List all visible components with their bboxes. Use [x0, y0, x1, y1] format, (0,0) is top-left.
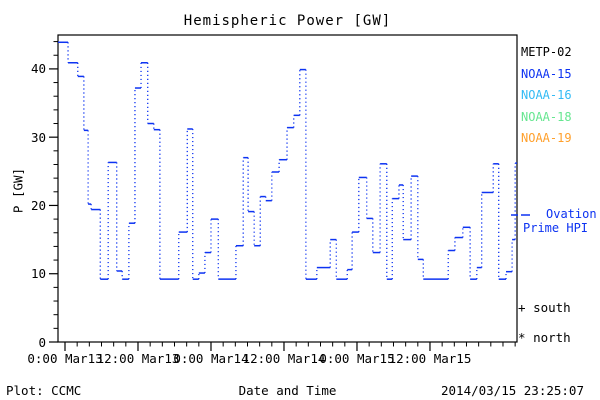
legend-marker-north-label: north — [533, 330, 571, 345]
plot-credit: Plot: CCMC — [6, 383, 82, 398]
legend-marker-south: + south — [518, 300, 571, 315]
x-tick-label: 12:00 Mar13 — [96, 351, 180, 366]
legend-item-metp-02: METP-02 — [521, 45, 572, 59]
x-tick-label: 12:00 Mar14 — [242, 351, 326, 366]
y-tick-label: 30 — [30, 129, 46, 145]
x-tick-label: 0:00 Mar13 — [27, 351, 103, 366]
plot-timestamp: 2014/03/15 23:25:07 — [441, 383, 584, 398]
y-tick-label: 0 — [38, 334, 46, 350]
legend-item-noaa-16: NOAA-16 — [521, 88, 572, 102]
legend-marker-north: * north — [518, 330, 571, 345]
legend-marker-south-label: south — [533, 300, 571, 315]
asterisk-marker-icon: * — [518, 330, 526, 345]
axes-frame — [57, 34, 518, 343]
legend-ovation-label-line2: Prime HPI — [523, 221, 589, 235]
x-tick-label: 12:00 Mar15 — [388, 351, 472, 366]
chart-title: Hemispheric Power [GW] — [183, 13, 392, 29]
legend-item-noaa-19: NOAA-19 — [521, 131, 572, 145]
x-tick-label: 0:00 Mar15 — [319, 351, 395, 366]
x-axis-title: Date and Time — [238, 383, 337, 398]
x-tick-label: 0:00 Mar14 — [173, 351, 249, 366]
y-tick-label: 40 — [30, 61, 46, 77]
legend-item-noaa-18: NOAA-18 — [521, 109, 572, 124]
y-tick-label: 10 — [30, 266, 46, 282]
y-tick-label: 20 — [30, 197, 46, 213]
legend-ovation-label-line1: Ovation — [546, 207, 597, 221]
plus-marker-icon: + — [518, 300, 526, 315]
legend-item-noaa-15: NOAA-15 — [521, 66, 572, 81]
